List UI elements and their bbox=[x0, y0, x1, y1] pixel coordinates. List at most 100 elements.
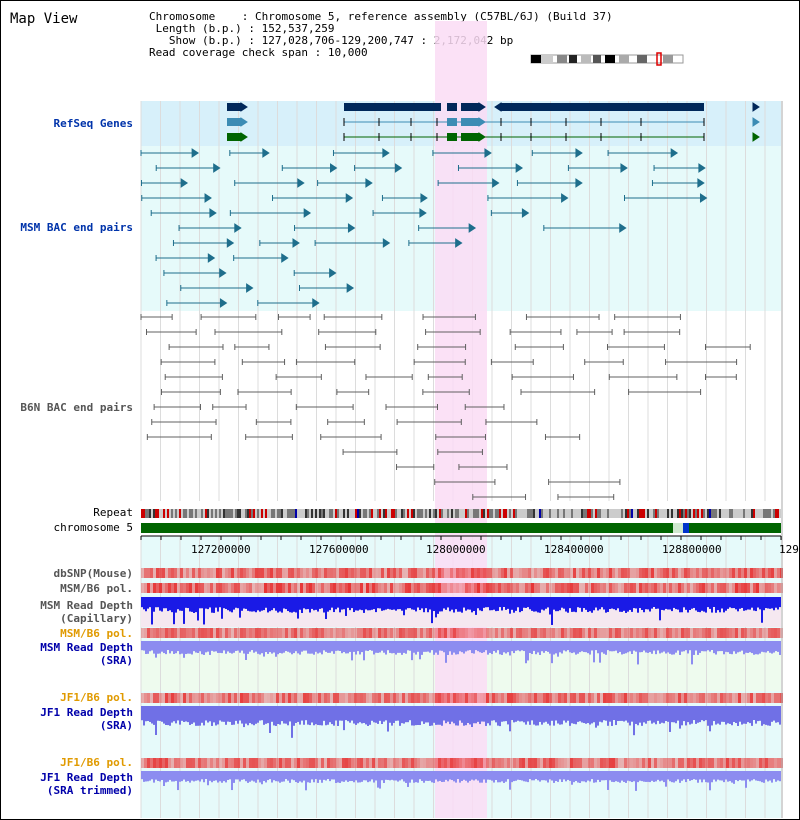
track-label-jf1-depth-trim-1[interactable]: JF1 Read Depth bbox=[40, 771, 133, 784]
msm-sra-depth-bar bbox=[741, 641, 743, 651]
track-label-msm-depth-sra-1[interactable]: MSM Read Depth bbox=[40, 641, 133, 654]
heat-cell bbox=[402, 583, 405, 593]
jf1-trimmed-depth-bar bbox=[731, 771, 733, 783]
heat-cell bbox=[153, 693, 156, 703]
heat-cell bbox=[249, 693, 252, 703]
msm-bac-end-arrow bbox=[303, 208, 312, 218]
heat-cell bbox=[384, 568, 387, 578]
track-label-msm-depth-cap-1[interactable]: MSM Read Depth bbox=[40, 599, 133, 612]
track-label-jf1-depth-sra-1[interactable]: JF1 Read Depth bbox=[40, 706, 133, 719]
heat-cell bbox=[300, 568, 303, 578]
jf1-sra-depth-bar bbox=[279, 706, 281, 725]
heat-cell bbox=[510, 583, 513, 593]
jf1-trimmed-depth-bar bbox=[261, 771, 263, 785]
track-label-jf1-b6-pol-2[interactable]: JF1/B6 pol. bbox=[60, 756, 133, 769]
heat-cell bbox=[690, 568, 693, 578]
jf1-trimmed-depth-bar bbox=[685, 771, 687, 783]
msm-sra-depth-bar bbox=[439, 641, 441, 651]
jf1-trimmed-depth-bar bbox=[357, 771, 359, 783]
jf1-trimmed-depth-bar bbox=[475, 771, 477, 780]
jf1-sra-depth-bar bbox=[775, 706, 777, 723]
jf1-sra-depth-bar bbox=[333, 706, 335, 726]
track-label-dbsnp[interactable]: dbSNP(Mouse) bbox=[53, 567, 133, 580]
repeat-element bbox=[345, 509, 347, 518]
msm-sra-depth-bar bbox=[551, 641, 553, 664]
msm-sra-depth-bar bbox=[451, 641, 453, 655]
heat-cell bbox=[630, 628, 633, 638]
heat-cell bbox=[210, 628, 213, 638]
track-label-b6n-bac[interactable]: B6N BAC end pairs bbox=[20, 401, 133, 414]
jf1-trimmed-depth-bar bbox=[365, 771, 367, 781]
heat-cell bbox=[162, 758, 165, 768]
jf1-trimmed-depth-bar bbox=[625, 771, 627, 783]
heat-cell bbox=[189, 693, 192, 703]
heat-cell bbox=[531, 758, 534, 768]
heat-cell bbox=[615, 568, 618, 578]
jf1-trimmed-depth-bar bbox=[265, 771, 267, 783]
heat-cell bbox=[639, 568, 642, 578]
msm-sra-depth-bar bbox=[225, 641, 227, 654]
repeat-element bbox=[143, 509, 145, 518]
msm-capillary-depth-bar bbox=[177, 597, 179, 610]
jf1-trimmed-depth-bar bbox=[771, 771, 773, 783]
jf1-trimmed-depth-bar bbox=[283, 771, 285, 782]
track-label-msm-bac[interactable]: MSM BAC end pairs bbox=[20, 221, 133, 234]
heat-cell bbox=[393, 758, 396, 768]
msm-sra-depth-bar bbox=[189, 641, 191, 654]
strand-arrow bbox=[752, 132, 760, 142]
track-label-refseq[interactable]: RefSeq Genes bbox=[53, 117, 133, 130]
heat-cell bbox=[468, 583, 471, 593]
repeat-element bbox=[379, 509, 381, 518]
jf1-trimmed-depth-bar bbox=[181, 771, 183, 782]
heat-cell bbox=[579, 628, 582, 638]
heat-cell bbox=[570, 693, 573, 703]
msm-sra-depth-bar bbox=[235, 641, 237, 651]
msm-capillary-depth-bar bbox=[617, 597, 619, 609]
heat-cell bbox=[267, 568, 270, 578]
heat-cell bbox=[477, 628, 480, 638]
heat-cell bbox=[723, 568, 726, 578]
heat-cell bbox=[735, 583, 738, 593]
heat-cell bbox=[579, 583, 582, 593]
heat-cell bbox=[612, 583, 615, 593]
jf1-sra-depth-bar bbox=[413, 706, 415, 726]
heat-cell bbox=[360, 693, 363, 703]
jf1-sra-depth-bar bbox=[153, 706, 155, 725]
track-label-msm-b6-pol-2[interactable]: MSM/B6 pol. bbox=[60, 627, 133, 640]
track-label-msm-b6-pol-1[interactable]: MSM/B6 pol. bbox=[60, 582, 133, 595]
jf1-sra-depth-bar bbox=[179, 706, 181, 725]
msm-sra-depth-bar bbox=[727, 641, 729, 653]
repeat-element bbox=[731, 509, 733, 518]
jf1-sra-depth-bar bbox=[259, 706, 261, 721]
jf1-trimmed-depth-bar bbox=[427, 771, 429, 781]
jf1-trimmed-depth-bar bbox=[695, 771, 697, 780]
heat-cell bbox=[774, 568, 777, 578]
msm-sra-depth-bar bbox=[173, 641, 175, 654]
heat-cell bbox=[576, 583, 579, 593]
jf1-trimmed-depth-bar bbox=[269, 771, 271, 780]
repeat-element bbox=[737, 509, 739, 518]
repeat-element bbox=[385, 509, 387, 518]
jf1-trimmed-depth-bar bbox=[647, 771, 649, 782]
jf1-sra-depth-bar bbox=[539, 706, 541, 722]
heat-cell bbox=[384, 628, 387, 638]
msm-sra-depth-bar bbox=[651, 641, 653, 654]
heat-cell bbox=[582, 568, 585, 578]
repeat-element bbox=[621, 509, 623, 518]
msm-capillary-depth-bar bbox=[285, 597, 287, 610]
repeat-element bbox=[455, 509, 457, 518]
msm-sra-depth-bar bbox=[347, 641, 349, 654]
heat-cell bbox=[177, 583, 180, 593]
repeat-element bbox=[495, 509, 497, 518]
jf1-sra-depth-bar bbox=[477, 706, 479, 722]
jf1-sra-depth-bar bbox=[641, 706, 643, 726]
heat-cell bbox=[570, 568, 573, 578]
track-label-jf1-b6-pol-1[interactable]: JF1/B6 pol. bbox=[60, 691, 133, 704]
msm-sra-depth-bar bbox=[703, 641, 705, 652]
msm-sra-depth-bar bbox=[573, 641, 575, 653]
jf1-sra-depth-bar bbox=[249, 706, 251, 724]
jf1-trimmed-depth-bar bbox=[495, 771, 497, 780]
heat-cell bbox=[330, 583, 333, 593]
heat-cell bbox=[738, 583, 741, 593]
